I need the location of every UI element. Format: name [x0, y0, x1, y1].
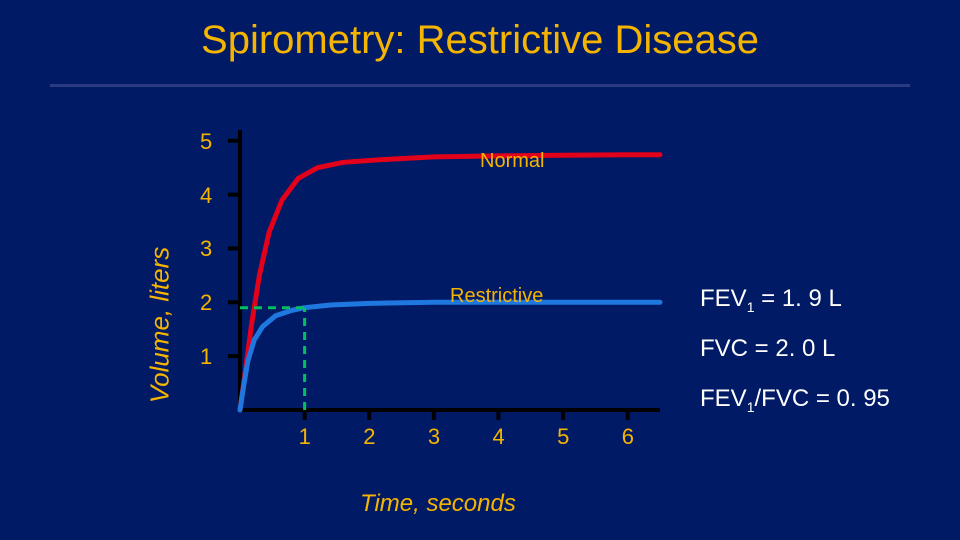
x-tick-label: 3: [428, 424, 440, 450]
annotation-fvc: FVC = 2. 0 L: [700, 335, 835, 363]
y-axis-label: Volume, liters: [145, 247, 176, 404]
page-title: Spirometry: Restrictive Disease: [0, 18, 960, 63]
annotation-ratio: FEV1/FVC = 0. 95: [700, 385, 890, 415]
x-tick-label: 6: [622, 424, 634, 450]
title-rule: [50, 84, 910, 87]
annotation-fev1: FEV1 = 1. 9 L: [700, 285, 842, 315]
x-tick-label: 1: [299, 424, 311, 450]
y-tick-label: 2: [200, 290, 212, 316]
x-tick-label: 2: [363, 424, 375, 450]
series-label-restrictive: Restrictive: [450, 285, 543, 308]
x-tick-label: 5: [557, 424, 569, 450]
series-label-normal: Normal: [480, 150, 544, 173]
y-tick-label: 1: [200, 344, 212, 370]
y-tick-label: 3: [200, 236, 212, 262]
x-axis-label: Time, seconds: [360, 490, 516, 518]
y-tick-label: 5: [200, 129, 212, 155]
y-tick-label: 4: [200, 183, 212, 209]
x-tick-label: 4: [492, 424, 504, 450]
